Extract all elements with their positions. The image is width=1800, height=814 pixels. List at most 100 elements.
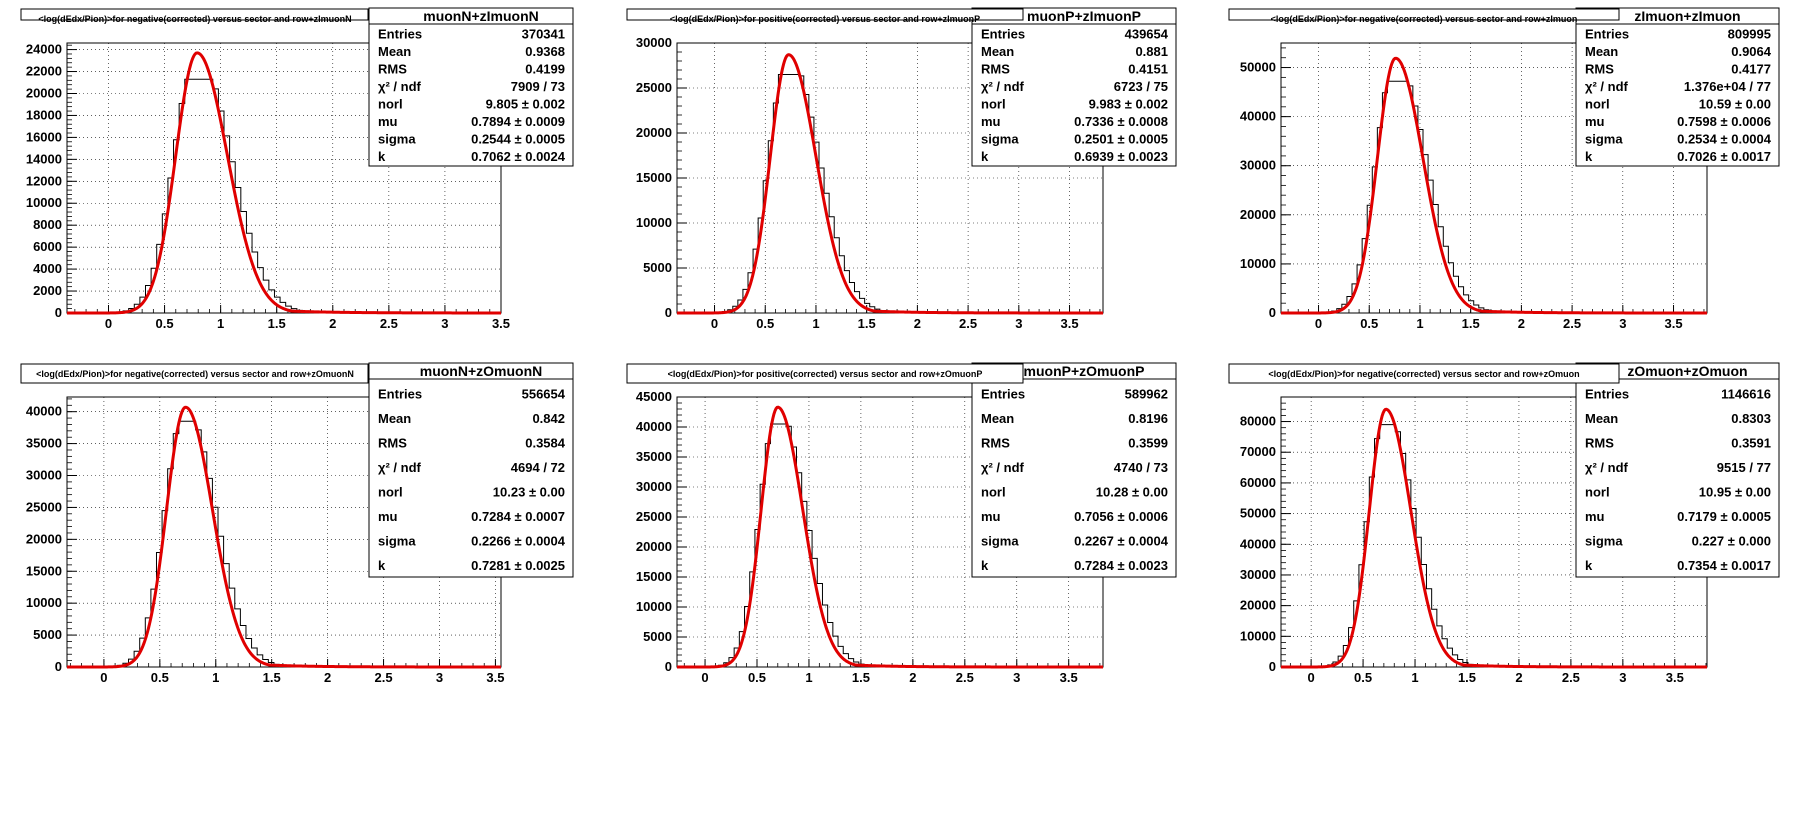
x-tick-label: 1.5: [263, 670, 281, 685]
y-tick-label: 30000: [636, 35, 672, 50]
panel-1: 0 0.5 1 1.5 2 2.5 3 3.5 0 2000 4000 6000 8000 10000 12…: [20, 7, 574, 331]
y-tick-label: 70000: [1240, 444, 1276, 459]
fit-curve-series: [1281, 56, 1707, 315]
stats-value: 0.9064: [1731, 44, 1772, 59]
stats-box: [1575, 362, 1780, 578]
x-tick-label: 3: [1619, 316, 1626, 331]
title-box: [20, 8, 369, 21]
y-tick-label: 45000: [636, 389, 672, 404]
x-tick-label: 2: [329, 316, 336, 331]
y-tick-label: 16000: [26, 129, 62, 144]
title-box: [626, 8, 1024, 21]
stats-value: 0.9368: [525, 44, 565, 59]
y-tick-label: 30000: [1240, 158, 1276, 173]
stats-box-name: muonP+zImuonP: [1027, 8, 1141, 24]
stats-label: k: [981, 558, 989, 573]
x-tick-label: 2.5: [380, 316, 398, 331]
x-tick-label: 2: [1515, 670, 1522, 685]
x-tick-label: 0: [105, 316, 112, 331]
stats-label: Mean: [1585, 411, 1618, 426]
y-tick-label: 20000: [26, 531, 62, 546]
stats-value: 0.4151: [1128, 62, 1168, 77]
x-tick-label: 3.5: [492, 316, 510, 331]
stats-label: norl: [981, 97, 1006, 112]
stats-label: mu: [1585, 114, 1605, 129]
x-tick-label: 2: [324, 670, 331, 685]
stats-label: k: [1585, 558, 1593, 573]
stats-value: 0.7894 ± 0.0009: [471, 114, 565, 129]
y-tick-label: 5000: [643, 260, 672, 275]
y-tick-label: 14000: [26, 151, 62, 166]
stats-value: 4740 / 73: [1114, 460, 1168, 475]
stats-value: 9515 / 77: [1717, 460, 1771, 475]
stats-label: norl: [1585, 485, 1610, 500]
chart-title: <log(dEdx/Pion)>for negative(corrected) …: [1268, 369, 1579, 379]
x-tick-label: 0.5: [156, 316, 174, 331]
y-tick-label: 25000: [636, 80, 672, 95]
x-tick-label: 0.5: [756, 316, 774, 331]
panel-2: 0 0.5 1 1.5 2 2.5 3 3.5 0 5000 10000 15000 20000 2500…: [626, 7, 1177, 331]
y-tick-label: 40000: [26, 404, 62, 419]
y-tick-label: 50000: [1240, 506, 1276, 521]
fit-curve-series: [67, 405, 501, 669]
x-tick-label: 1: [812, 316, 819, 331]
y-tick-label: 60000: [1240, 475, 1276, 490]
stats-label: Entries: [1585, 27, 1629, 42]
stats-label: Entries: [981, 27, 1025, 42]
stats-label: Mean: [378, 411, 411, 426]
x-tick-label: 3.5: [1060, 316, 1078, 331]
stats-value: 10.23 ± 0.00: [493, 485, 565, 500]
stats-label: sigma: [378, 534, 416, 549]
stats-value: 0.7281 ± 0.0025: [471, 558, 565, 573]
stats-value: 0.8196: [1128, 411, 1168, 426]
y-tick-label: 15000: [636, 569, 672, 584]
y-tick-label: 10000: [1240, 628, 1276, 643]
stats-label: RMS: [981, 436, 1010, 451]
x-tick-label: 3: [1013, 670, 1020, 685]
x-tick-label: 1.5: [1458, 670, 1476, 685]
y-tick-label: 22000: [26, 64, 62, 79]
stats-label: mu: [378, 114, 398, 129]
y-tick-label: 5000: [33, 627, 62, 642]
stats-label: sigma: [981, 534, 1019, 549]
y-tick-label: 30000: [636, 479, 672, 494]
stats-box: [971, 362, 1177, 578]
panel-5: 0 0.5 1 1.5 2 2.5 3 3.5 0 5000 10000 15000 20000 2500…: [626, 362, 1177, 685]
x-tick-label: 3: [441, 316, 448, 331]
stats-value: 589962: [1125, 387, 1168, 402]
stats-label: χ² / ndf: [981, 79, 1025, 94]
x-tick-label: 3.5: [1666, 670, 1684, 685]
stats-label: k: [981, 149, 989, 164]
x-tick-label: 3.5: [486, 670, 504, 685]
stats-label: RMS: [1585, 62, 1614, 77]
stats-value: 0.7062 ± 0.0024: [471, 149, 566, 164]
y-tick-label: 20000: [26, 85, 62, 100]
x-tick-label: 2: [1518, 316, 1525, 331]
x-tick-label: 1.5: [858, 316, 876, 331]
stats-value: 0.2544 ± 0.0005: [471, 132, 565, 147]
title-box: [1228, 363, 1620, 384]
chart-title: <log(dEdx/Pion)>for negative(corrected) …: [36, 369, 354, 379]
stats-label: mu: [1585, 509, 1605, 524]
x-tick-label: 0: [100, 670, 107, 685]
y-tick-label: 25000: [26, 499, 62, 514]
y-tick-label: 10000: [636, 215, 672, 230]
stats-label: norl: [378, 485, 403, 500]
stats-label: mu: [981, 509, 1001, 524]
stats-label: sigma: [1585, 534, 1623, 549]
stats-value: 0.842: [532, 411, 565, 426]
stats-value: 0.4199: [525, 62, 565, 77]
stats-value: 0.881: [1135, 44, 1168, 59]
stats-label: χ² / ndf: [378, 79, 422, 94]
stats-box-name: zOmuon+zOmuon: [1627, 363, 1747, 379]
y-tick-label: 20000: [1240, 598, 1276, 613]
y-tick-label: 40000: [1240, 109, 1276, 124]
y-tick-label: 40000: [636, 419, 672, 434]
stats-value: 0.7598 ± 0.0006: [1677, 114, 1771, 129]
fit-curve-series: [677, 405, 1103, 669]
x-tick-label: 1.5: [852, 670, 870, 685]
stats-label: mu: [378, 509, 398, 524]
x-tick-label: 3: [436, 670, 443, 685]
stats-value: 10.95 ± 0.00: [1699, 485, 1771, 500]
x-tick-label: 3: [1619, 670, 1626, 685]
